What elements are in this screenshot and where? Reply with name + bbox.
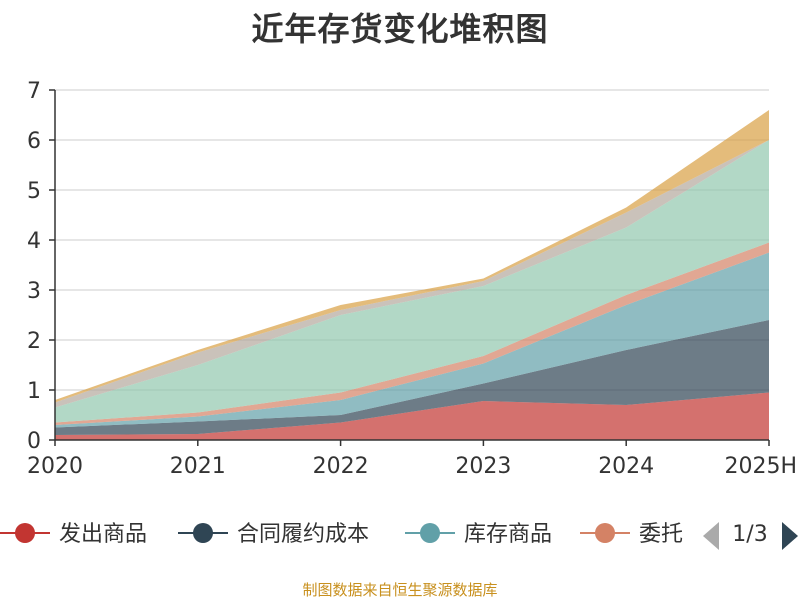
y-tick-label: 7 (27, 79, 41, 104)
source-note: 制图数据来自恒生聚源数据库 (302, 581, 498, 599)
x-tick-label: 2025H (724, 454, 797, 479)
legend-next-icon[interactable] (782, 522, 798, 550)
area-series-2 (55, 252, 769, 428)
axes: 0 1 2 3 4 5 6 7 2020 2021 2022 2023 2024 2025H (27, 79, 797, 479)
legend-label: 合同履约成本 (237, 522, 369, 547)
legend-label: 委托 (639, 522, 683, 547)
y-tick-label: 2 (27, 329, 41, 354)
y-tick-label: 5 (27, 179, 41, 204)
area-series-0 (55, 392, 769, 440)
legend-page-indicator: 1/3 (732, 522, 767, 547)
legend-marker (15, 523, 35, 543)
area-series-1 (55, 320, 769, 435)
y-tick-label: 0 (27, 429, 41, 454)
y-tick-label: 3 (27, 279, 41, 304)
chart-title: 近年存货变化堆积图 (251, 10, 549, 48)
legend-prev-icon[interactable] (703, 522, 719, 550)
y-tick-label: 6 (27, 129, 41, 154)
legend: 发出商品 合同履约成本 库存商品 委托 1/3 (0, 522, 798, 550)
x-tick-label: 2021 (170, 454, 226, 479)
y-tick-label: 1 (27, 379, 41, 404)
area-series-4 (55, 140, 769, 423)
legend-item[interactable]: 委托 (580, 522, 683, 547)
x-tick-label: 2022 (313, 454, 369, 479)
x-tick-label: 2020 (27, 454, 83, 479)
legend-marker (420, 523, 440, 543)
legend-marker (193, 523, 213, 543)
legend-item[interactable]: 合同履约成本 (178, 522, 369, 547)
legend-label: 库存商品 (464, 522, 552, 547)
legend-item[interactable]: 库存商品 (405, 522, 552, 547)
legend-marker (595, 523, 615, 543)
x-tick-label: 2024 (598, 454, 654, 479)
legend-item[interactable]: 发出商品 (0, 522, 147, 547)
y-tick-label: 4 (27, 229, 41, 254)
area-series-5 (55, 140, 769, 408)
x-tick-label: 2023 (455, 454, 511, 479)
legend-label: 发出商品 (59, 522, 147, 547)
stacked-areas (55, 110, 769, 440)
